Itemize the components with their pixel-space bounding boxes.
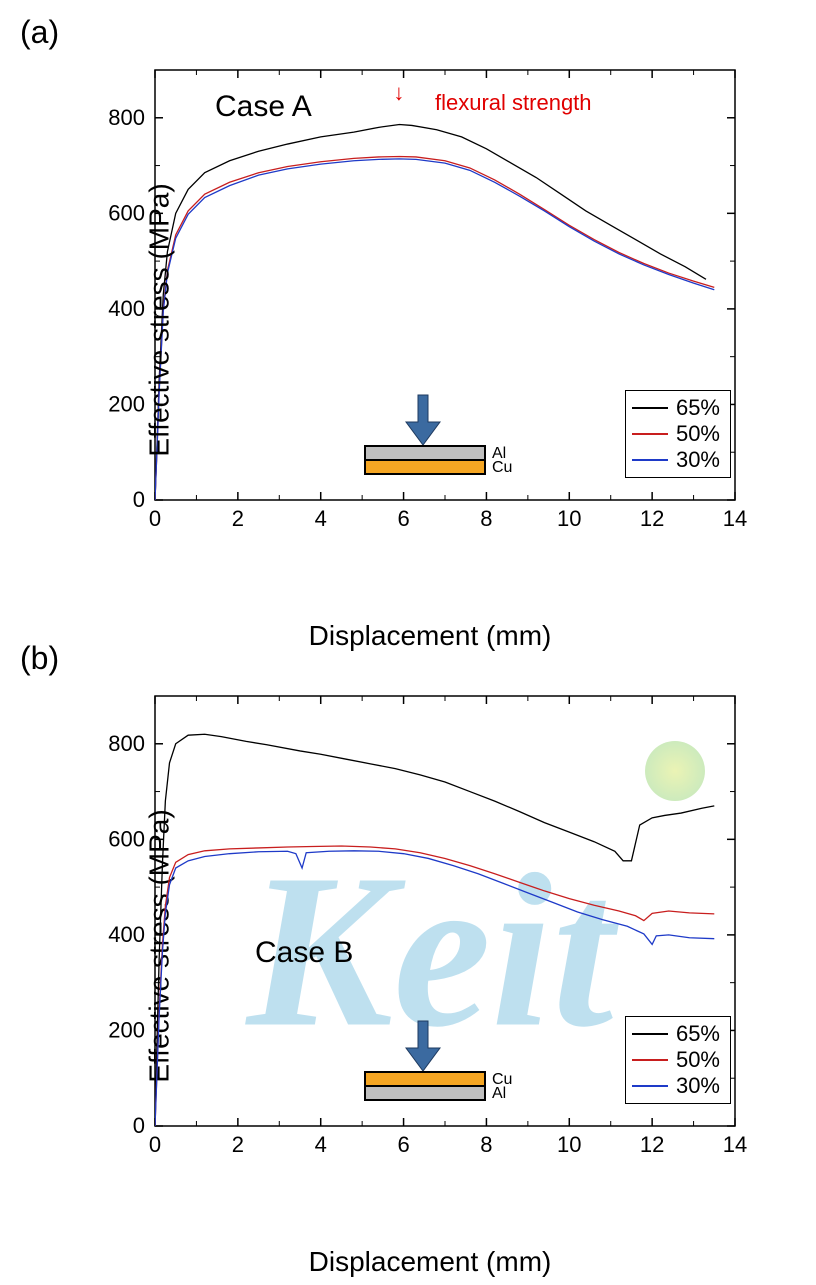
legend-swatch (632, 407, 668, 409)
svg-text:6: 6 (397, 506, 409, 531)
svg-text:200: 200 (108, 1017, 145, 1042)
legend-label: 50% (676, 1047, 720, 1073)
legend-label: 65% (676, 395, 720, 421)
legend-item: 30% (632, 1073, 720, 1099)
svg-text:400: 400 (108, 296, 145, 321)
chart-b-svg: 0 2 4 6 8 10 12 14 0 200 400 600 800 (85, 676, 775, 1216)
xlabel-a: Displacement (mm) (309, 620, 552, 652)
legend-b: 65%50%30% (625, 1016, 731, 1104)
svg-text:0: 0 (133, 1113, 145, 1138)
legend-item: 50% (632, 421, 720, 447)
panel-a-label: (a) (20, 14, 59, 51)
svg-text:200: 200 (108, 391, 145, 416)
svg-text:0: 0 (149, 1132, 161, 1157)
legend-swatch (632, 1085, 668, 1087)
schematic-b: Cu Al (360, 1016, 550, 1111)
legend-item: 65% (632, 395, 720, 421)
xlabel-b: Displacement (mm) (309, 1246, 552, 1278)
svg-text:8: 8 (480, 506, 492, 531)
legend-item: 30% (632, 447, 720, 473)
svg-text:4: 4 (315, 1132, 327, 1157)
legend-a: 65%50%30% (625, 390, 731, 478)
svg-text:600: 600 (108, 826, 145, 851)
svg-text:12: 12 (640, 506, 664, 531)
svg-text:12: 12 (640, 1132, 664, 1157)
chart-a-svg: 0 2 4 6 8 10 12 14 0 200 400 600 800 (85, 50, 775, 590)
legend-swatch (632, 433, 668, 435)
legend-label: 65% (676, 1021, 720, 1047)
panel-b-label: (b) (20, 640, 59, 677)
svg-text:600: 600 (108, 200, 145, 225)
svg-text:14: 14 (723, 506, 747, 531)
schematic-b-bot-label: Al (492, 1085, 506, 1102)
svg-text:10: 10 (557, 1132, 581, 1157)
svg-text:10: 10 (557, 506, 581, 531)
case-b-label: Case B (255, 936, 353, 970)
legend-label: 50% (676, 421, 720, 447)
svg-text:0: 0 (133, 487, 145, 512)
flex-arrow-a: ↓ (393, 80, 404, 106)
case-a-label: Case A (215, 90, 312, 124)
svg-text:800: 800 (108, 731, 145, 756)
ylabel-a: Effective stress (MPa) (144, 183, 176, 456)
chart-b: Keit Effective stress (MPa) 02468101214 … (85, 676, 775, 1216)
svg-text:0: 0 (149, 506, 161, 531)
svg-text:400: 400 (108, 922, 145, 947)
svg-text:4: 4 (315, 506, 327, 531)
legend-swatch (632, 1059, 668, 1061)
svg-text:800: 800 (108, 105, 145, 130)
svg-text:2: 2 (232, 1132, 244, 1157)
schematic-a-bot-label: Cu (492, 459, 512, 476)
legend-label: 30% (676, 447, 720, 473)
legend-swatch (632, 1033, 668, 1035)
legend-item: 50% (632, 1047, 720, 1073)
legend-swatch (632, 459, 668, 461)
svg-text:2: 2 (232, 506, 244, 531)
legend-item: 65% (632, 1021, 720, 1047)
svg-text:14: 14 (723, 1132, 747, 1157)
chart-a: Effective stress (MPa) 0 2 4 6 8 10 12 14 0 200 4… (85, 50, 775, 590)
svg-text:8: 8 (480, 1132, 492, 1157)
legend-label: 30% (676, 1073, 720, 1099)
schematic-a: Al Cu (360, 390, 550, 485)
flex-label-a: flexural strength (435, 90, 592, 116)
svg-text:6: 6 (397, 1132, 409, 1157)
